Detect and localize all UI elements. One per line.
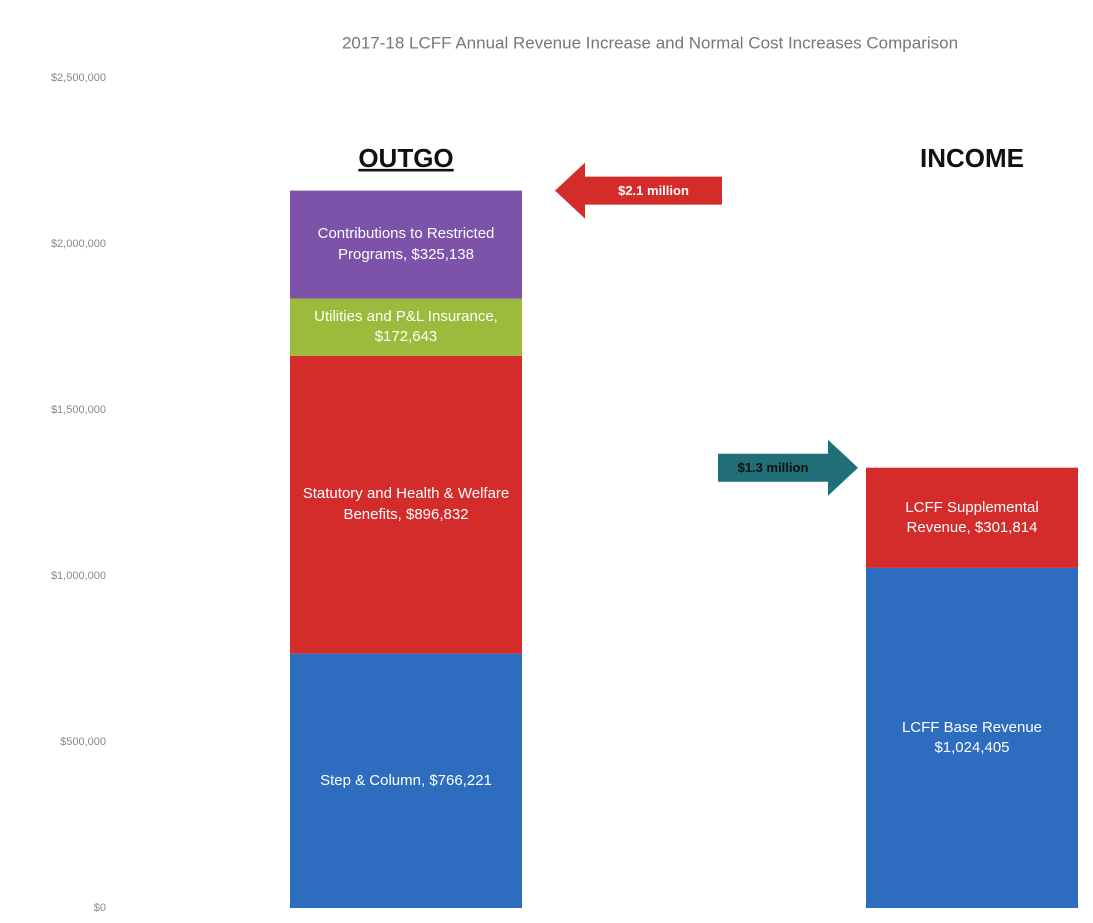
y-tick-label: $1,500,000 bbox=[51, 404, 106, 416]
annotation: $2.1 million bbox=[618, 183, 689, 198]
annotation: $1.3 million bbox=[738, 460, 809, 475]
bar-segment bbox=[866, 567, 1078, 908]
category-label: INCOME bbox=[920, 143, 1024, 173]
category-label: OUTGO bbox=[358, 143, 453, 173]
data-label: Step & Column, $766,221 bbox=[320, 771, 492, 789]
data-label: LCFF Supplemental Revenue, $301,814 bbox=[905, 498, 1039, 536]
arrow bbox=[718, 439, 858, 496]
segment-label-box: Utilities and P&L Insurance, $172,643 bbox=[314, 307, 498, 346]
segment-label-box: Step & Column, $766,221 bbox=[320, 771, 492, 789]
y-tick-label: $500,000 bbox=[60, 736, 106, 748]
y-tick-label: $0 bbox=[94, 902, 106, 914]
bar-segment bbox=[290, 190, 522, 299]
data-label: Utilities and P&L Insurance, $172,643 bbox=[314, 307, 498, 346]
bar-segment bbox=[866, 467, 1078, 568]
y-tick-label: $1,000,000 bbox=[51, 570, 106, 582]
bar-segment bbox=[290, 355, 522, 654]
bar-segment bbox=[290, 298, 522, 356]
y-tick-label: $2,000,000 bbox=[51, 238, 106, 250]
segment-label-box: Statutory and Health & Welfare Benefits,… bbox=[302, 485, 510, 523]
data-label: LCFF Base Revenue $1,024,405 bbox=[901, 718, 1043, 756]
data-label: Contributions to Restricted Programs, $3… bbox=[317, 225, 495, 263]
segment-label-box: Contributions to Restricted Programs, $3… bbox=[317, 225, 495, 263]
segment-label-box: LCFF Supplemental Revenue, $301,814 bbox=[905, 498, 1039, 536]
y-tick-label: $2,500,000 bbox=[51, 72, 106, 84]
chart-title: 2017-18 LCFF Annual Revenue Increase and… bbox=[342, 33, 958, 52]
arrow bbox=[555, 162, 722, 219]
data-label: Statutory and Health & Welfare Benefits,… bbox=[302, 485, 510, 523]
segment-label-box: LCFF Base Revenue $1,024,405 bbox=[901, 718, 1043, 756]
bar-segment bbox=[290, 653, 522, 908]
